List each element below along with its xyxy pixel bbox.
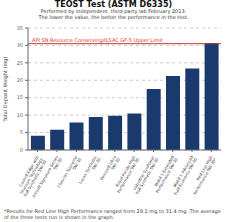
- svg-text:20: 20: [17, 77, 23, 83]
- svg-text:5: 5: [20, 129, 23, 135]
- svg-text:25: 25: [17, 60, 23, 66]
- svg-text:0: 0: [20, 147, 23, 153]
- svg-text:API SN Resource Conserving/ILS: API SN Resource Conserving/ILSAC GF-5 Up…: [32, 37, 163, 44]
- svg-text:Total Deposit Weight (mg): Total Deposit Weight (mg): [8, 56, 9, 122]
- svg-text:10: 10: [17, 112, 23, 118]
- svg-text:Lucas Synthetic5W-30: Lucas Synthetic5W-30: [78, 154, 102, 186]
- svg-text:35: 35: [17, 25, 23, 31]
- svg-text:Amsoil Signature Series5W-30: Amsoil Signature Series5W-30: [31, 154, 63, 200]
- svg-text:15: 15: [17, 94, 23, 100]
- svg-text:Chevron Supreme5W-30: Chevron Supreme5W-30: [56, 154, 82, 190]
- svg-text:30: 30: [17, 42, 23, 48]
- svg-text:Red Line HighPerformance 5W-30: Red Line HighPerformance 5W-30*: [188, 154, 217, 195]
